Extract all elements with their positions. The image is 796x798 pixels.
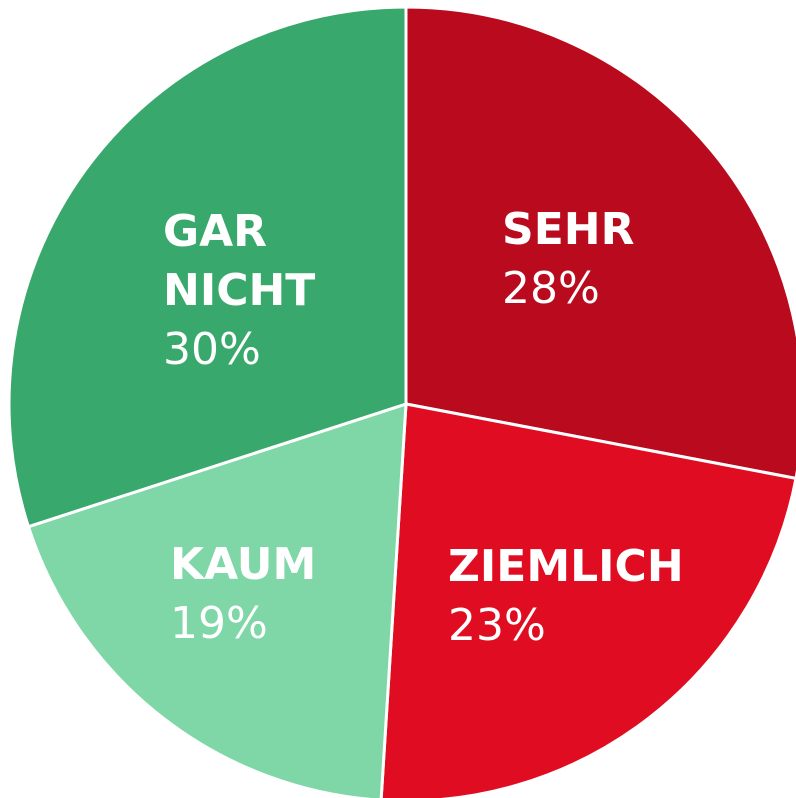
pie-slice (7, 5, 408, 529)
pie-slice (26, 401, 408, 798)
slice-name-line: SEHR (502, 204, 634, 255)
slice-name: KAUM (170, 539, 316, 590)
slice-name: ZIEMLICH (448, 541, 684, 592)
pie-slice (404, 5, 796, 480)
slice-name-line: ZIEMLICH (448, 541, 684, 592)
slice-name-line: KAUM (170, 539, 316, 590)
slice-name: GAR NICHT (163, 206, 315, 316)
slice-value-label: 19% (170, 598, 268, 649)
slice-value-label: 30% (163, 324, 261, 375)
slice-name-line: NICHT (163, 265, 315, 316)
slice-name-line: GAR (163, 206, 267, 257)
slice-value-label: 28% (502, 263, 600, 314)
slice-value-label: 23% (448, 600, 546, 651)
slice-name: SEHR (502, 204, 634, 255)
